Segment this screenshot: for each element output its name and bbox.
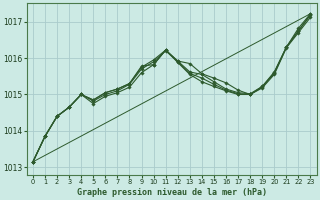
X-axis label: Graphe pression niveau de la mer (hPa): Graphe pression niveau de la mer (hPa) <box>77 188 267 197</box>
